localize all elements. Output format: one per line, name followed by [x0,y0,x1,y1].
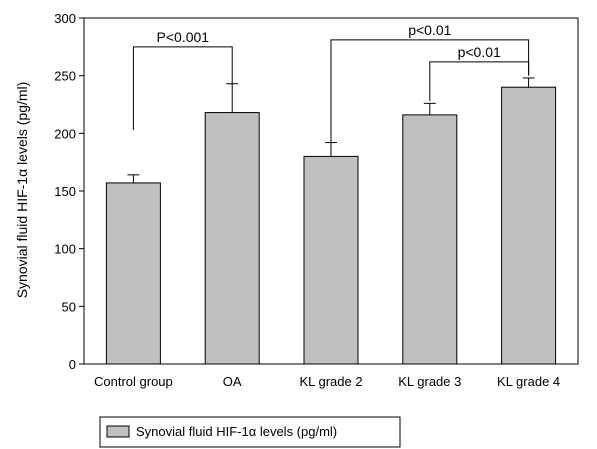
y-axis-title: Synovial fluid HIF-1α levels (pg/ml) [14,82,30,299]
x-tick-label: KL grade 2 [299,374,362,389]
bar [402,114,458,365]
significance-annotations: P<0.001 p<0.01 p<0.01 [132,22,530,143]
significance-label: p<0.01 [408,22,451,38]
significance-bracket [429,61,530,102]
x-tick-label: OA [223,374,242,389]
y-tick-label: 200 [54,126,76,141]
significance-label: p<0.01 [458,44,501,60]
y-tick-label: 250 [54,69,76,84]
legend-frame [99,416,401,448]
significance-label: P<0.001 [157,29,210,45]
y-tick-label: 300 [54,11,76,26]
y-tick-label: 50 [62,299,76,314]
y-tick-label: 150 [54,184,76,199]
x-tick-label: Control group [94,374,173,389]
y-tick-label: 100 [54,242,76,257]
legend-swatch [106,425,130,438]
bar [105,182,161,365]
bars [105,86,557,365]
bar [501,86,557,365]
bar [303,155,359,365]
legend-label: Synovial fluid HIF-1α levels (pg/ml) [136,424,337,439]
significance-bracket [132,46,233,130]
y-tick-label: 0 [69,357,76,372]
tick-labels: 0 50 100 150 200 250 300 Control group OA KL grad… [54,11,560,389]
significance-bracket [330,39,530,143]
legend: Synovial fluid HIF-1α levels (pg/ml) [99,416,401,448]
x-tick-label: KL grade 4 [497,374,560,389]
x-tick-label: KL grade 3 [398,374,461,389]
bar [204,112,260,365]
